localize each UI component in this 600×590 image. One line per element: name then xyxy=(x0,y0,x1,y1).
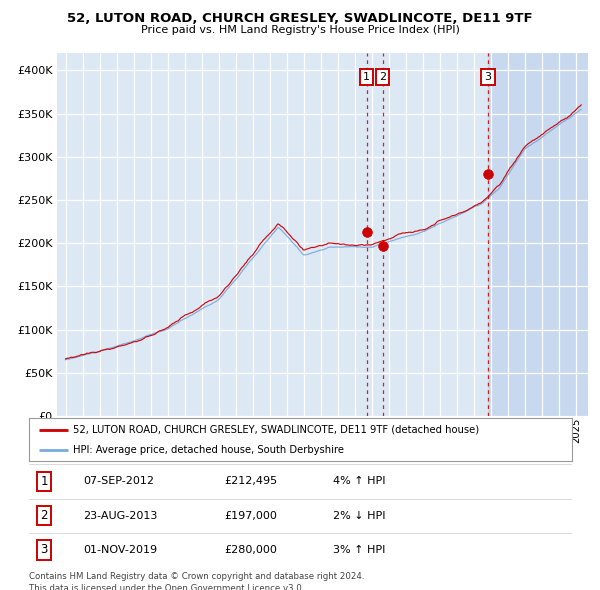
Text: 4% ↑ HPI: 4% ↑ HPI xyxy=(333,477,386,486)
Text: HPI: Average price, detached house, South Derbyshire: HPI: Average price, detached house, Sout… xyxy=(73,445,344,455)
Text: 01-NOV-2019: 01-NOV-2019 xyxy=(83,545,157,555)
Bar xyxy=(488,53,600,416)
Text: 3: 3 xyxy=(485,73,491,82)
Text: £197,000: £197,000 xyxy=(224,511,277,520)
Text: £280,000: £280,000 xyxy=(224,545,277,555)
Text: 2% ↓ HPI: 2% ↓ HPI xyxy=(333,511,386,520)
Text: 52, LUTON ROAD, CHURCH GRESLEY, SWADLINCOTE, DE11 9TF (detached house): 52, LUTON ROAD, CHURCH GRESLEY, SWADLINC… xyxy=(73,425,479,435)
Text: 3: 3 xyxy=(40,543,48,556)
Text: 3% ↑ HPI: 3% ↑ HPI xyxy=(333,545,386,555)
Text: 2: 2 xyxy=(40,509,48,522)
Text: £212,495: £212,495 xyxy=(224,477,278,486)
Text: 52, LUTON ROAD, CHURCH GRESLEY, SWADLINCOTE, DE11 9TF: 52, LUTON ROAD, CHURCH GRESLEY, SWADLINC… xyxy=(67,12,533,25)
Text: 23-AUG-2013: 23-AUG-2013 xyxy=(83,511,158,520)
Text: 1: 1 xyxy=(40,475,48,488)
Text: 1: 1 xyxy=(363,73,370,82)
Text: 2: 2 xyxy=(379,73,386,82)
Text: 07-SEP-2012: 07-SEP-2012 xyxy=(83,477,154,486)
Text: Price paid vs. HM Land Registry's House Price Index (HPI): Price paid vs. HM Land Registry's House … xyxy=(140,25,460,35)
Text: Contains HM Land Registry data © Crown copyright and database right 2024.
This d: Contains HM Land Registry data © Crown c… xyxy=(29,572,364,590)
